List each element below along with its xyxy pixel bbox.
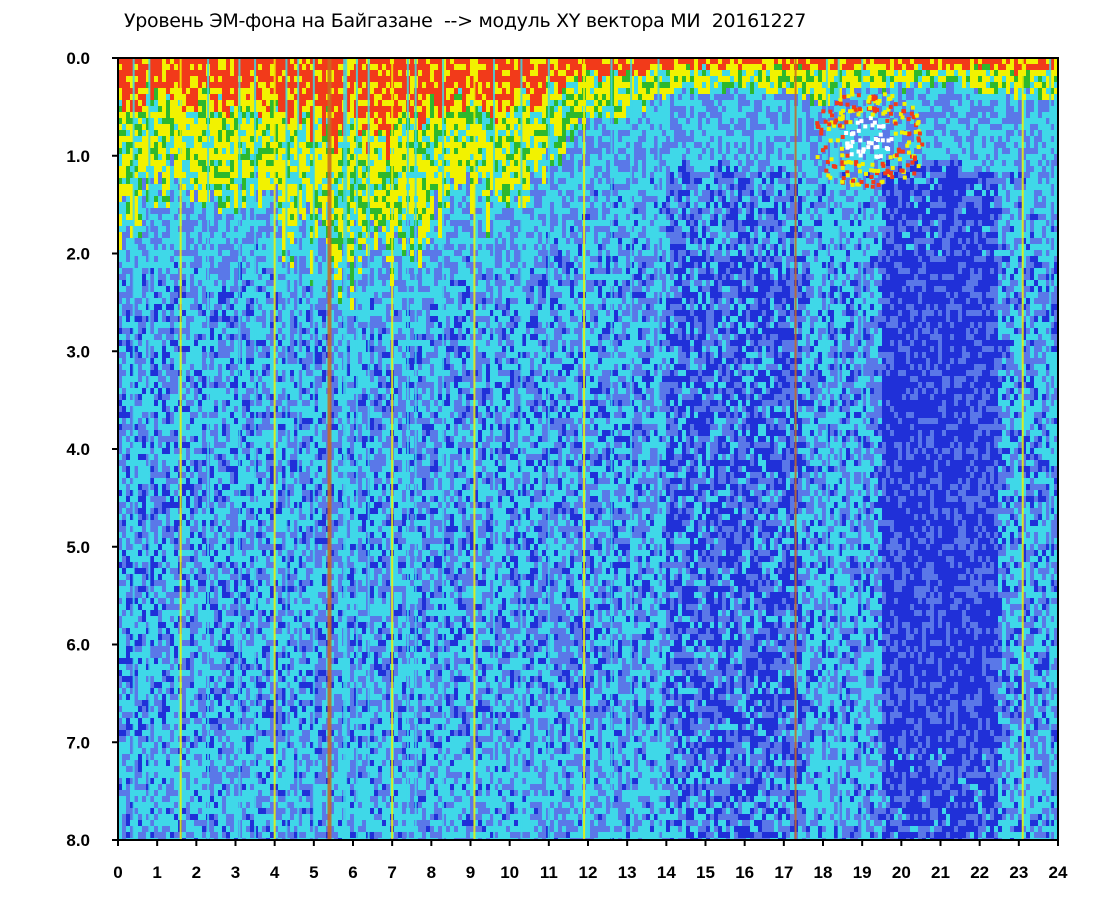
x-tick-label: 22 [970,863,989,882]
y-tick-label: 5.0 [66,538,90,557]
x-tick-label: 19 [853,863,872,882]
x-tick-label: 11 [540,863,558,882]
x-tick-label: 12 [579,863,598,882]
y-tick-label: 0.0 [66,49,90,68]
x-tick-label: 15 [696,863,715,882]
x-tick-label: 2 [192,863,201,882]
x-axis: 0 1 2 3 4 5 6 7 8 9 10 11 12 13 14 15 16 17 18 19 20 21 22 23 24 [113,840,1068,882]
y-tick-label: 8.0 [66,831,90,850]
x-tick-label: 17 [774,863,793,882]
y-tick-label: 7.0 [66,733,90,752]
y-tick-label: 3.0 [66,342,90,361]
x-tick-label: 13 [618,863,637,882]
x-tick-label: 20 [892,863,911,882]
x-tick-label: 1 [152,863,161,882]
x-tick-label: 4 [270,863,280,882]
x-tick-label: 5 [309,863,318,882]
y-tick-label: 6.0 [66,636,90,655]
x-tick-label: 8 [427,863,436,882]
y-tick-label: 4.0 [66,440,90,459]
x-tick-label: 9 [466,863,475,882]
y-axis: 0.0 1.0 2.0 3.0 4.0 5.0 6.0 7.0 8.0 [66,49,118,850]
x-tick-label: 23 [1009,863,1028,882]
x-tick-label: 21 [931,863,950,882]
x-tick-label: 14 [657,863,676,882]
x-tick-label: 6 [348,863,357,882]
x-tick-label: 0 [113,863,122,882]
x-tick-label: 18 [814,863,833,882]
y-tick-label: 2.0 [66,245,90,264]
x-tick-label: 3 [231,863,240,882]
x-tick-label: 7 [387,863,396,882]
x-tick-label: 10 [500,863,519,882]
heatmap-area [118,58,1058,840]
y-tick-label: 1.0 [66,147,90,166]
x-tick-label: 16 [735,863,754,882]
x-tick-label: 24 [1049,863,1068,882]
